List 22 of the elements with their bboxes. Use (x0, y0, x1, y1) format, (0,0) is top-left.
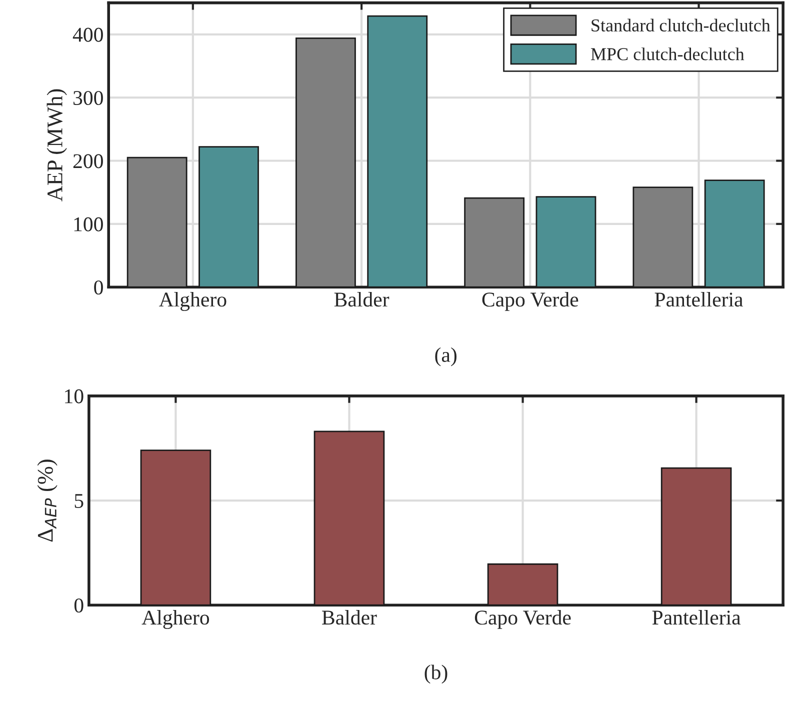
x-tick-label: Alghero (158, 292, 226, 311)
legend-label: MPC clutch-declutch (590, 48, 744, 60)
y-axis-title: Δ$_{AEP}$ (%) (37, 460, 58, 542)
text: (b) (424, 664, 448, 684)
x-tick-label: Balder (322, 610, 377, 625)
y-axis-title: AEP (MWh) (46, 89, 67, 202)
x-tick-label: Balder (334, 292, 390, 307)
y-tick-label: 0 (74, 598, 84, 613)
x-tick-label: Pantelleria (652, 610, 741, 625)
legend-label: Standard clutch-declutch (592, 18, 770, 32)
y-tick-label: 400 (72, 28, 103, 42)
y-tick-label: 0 (94, 280, 103, 295)
x-tick-label: Pantelleria (654, 292, 744, 307)
text: (a) (435, 347, 456, 366)
y-tick-label: 200 (73, 154, 103, 168)
y-tick-label: 5 (74, 494, 84, 508)
x-tick-label: Capo Verde (482, 292, 578, 311)
x-tick-label: Alghero (142, 610, 210, 629)
x-tick-label: Capo Verde (474, 610, 571, 629)
y-tick-label: 300 (73, 90, 103, 106)
y-tick-label: 10 (65, 389, 84, 404)
y-tick-label: 100 (74, 217, 103, 232)
